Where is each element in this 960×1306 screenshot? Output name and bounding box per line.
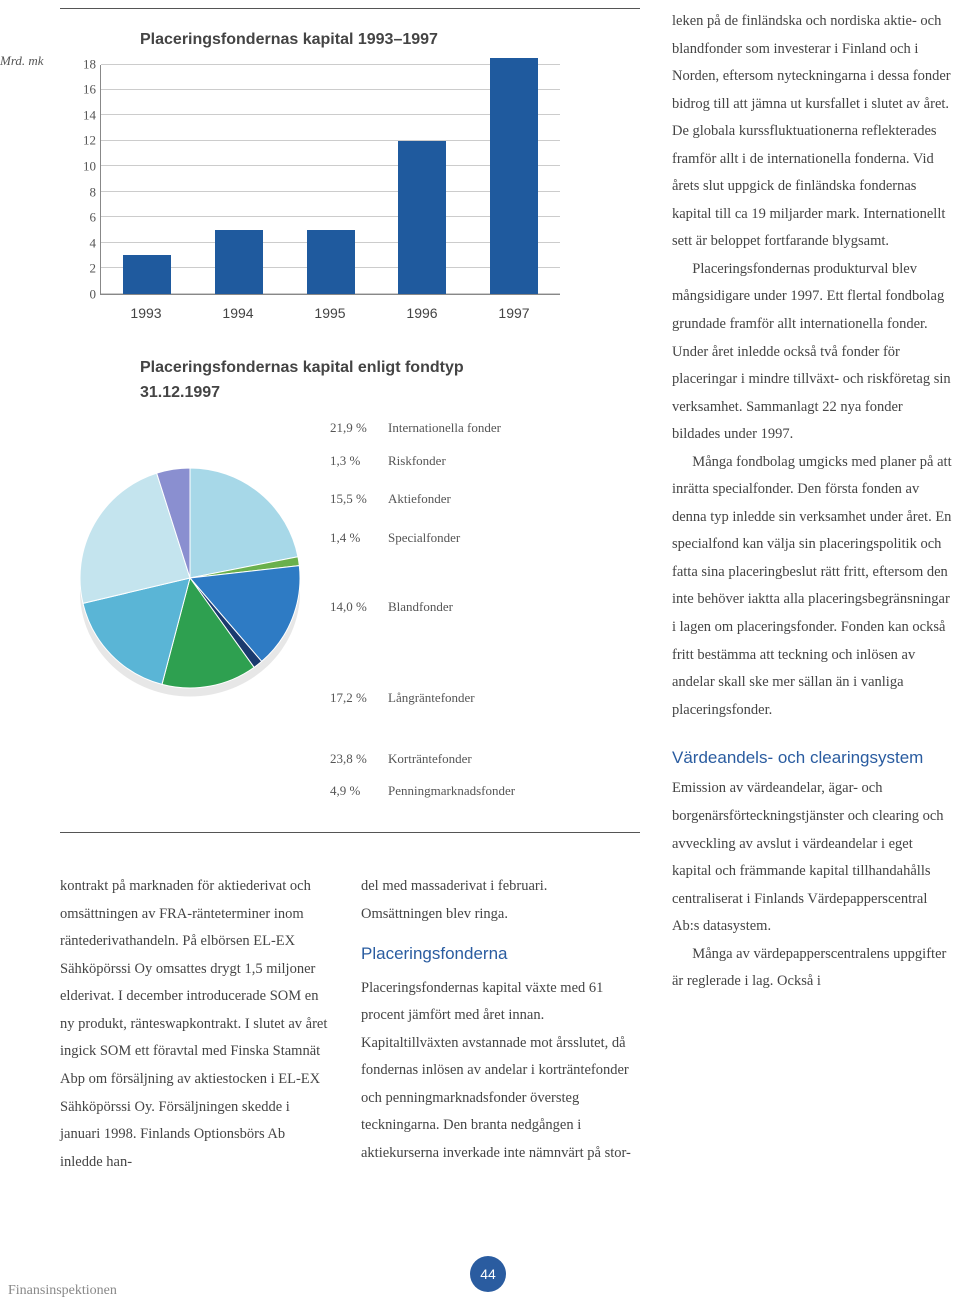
bar-chart: Mrd. mk 024681012141618 1993199419951996… xyxy=(0,65,560,325)
body-text: del med massaderivat i februari. Omsättn… xyxy=(361,873,632,928)
figure-box: Placeringsfondernas kapital 1993–1997 Mr… xyxy=(60,8,640,833)
pie-chart xyxy=(60,418,320,718)
y-axis-label: Mrd. mk xyxy=(0,51,44,72)
pie-legend-item: 15,5 %Aktiefonder xyxy=(330,489,640,510)
pie-legend-item: 17,2 %Långräntefonder xyxy=(330,688,640,709)
pie-legend-item: 4,9 %Penningmarknadsfonder xyxy=(330,781,640,802)
bar xyxy=(490,58,538,293)
body-text: kontrakt på marknaden för aktiederivat o… xyxy=(60,873,331,1176)
body-text: Emission av värdeandelar, ägar- och borg… xyxy=(672,775,952,940)
body-text: leken på de finländska och nordiska akti… xyxy=(672,8,952,256)
page-number: 44 xyxy=(470,1256,506,1292)
body-text: Placeringsfondernas produkturval blev må… xyxy=(672,256,952,449)
body-text: Många fondbolag umgicks med planer på at… xyxy=(672,449,952,724)
pie-legend-item: 23,8 %Korträntefonder xyxy=(330,749,640,770)
section-heading: Placeringsfonderna xyxy=(361,938,632,970)
body-text: Placeringsfondernas kapital växte med 61… xyxy=(361,975,632,1168)
pie-legend-item: 14,0 %Blandfonder xyxy=(330,597,640,618)
pie-legend-item: 1,3 %Riskfonder xyxy=(330,451,640,472)
footer-org: Finansinspektionen xyxy=(8,1280,117,1302)
pie-chart-title: Placeringsfondernas kapital enligt fondt… xyxy=(140,355,520,406)
pie-legend: 21,9 %Internationella fonder 1,3 %Riskfon… xyxy=(330,418,640,802)
bar-chart-title: Placeringsfondernas kapital 1993–1997 xyxy=(140,27,640,53)
bar xyxy=(215,230,263,294)
bar xyxy=(398,141,446,294)
bar xyxy=(123,255,171,293)
body-text: Många av värdepapperscentralens uppgifte… xyxy=(672,941,952,996)
pie-legend-item: 1,4 %Specialfonder xyxy=(330,528,640,549)
pie-legend-item: 21,9 %Internationella fonder xyxy=(330,418,640,439)
section-heading: Värdeandels- och clearingsystem xyxy=(672,744,952,771)
bar xyxy=(307,230,355,294)
